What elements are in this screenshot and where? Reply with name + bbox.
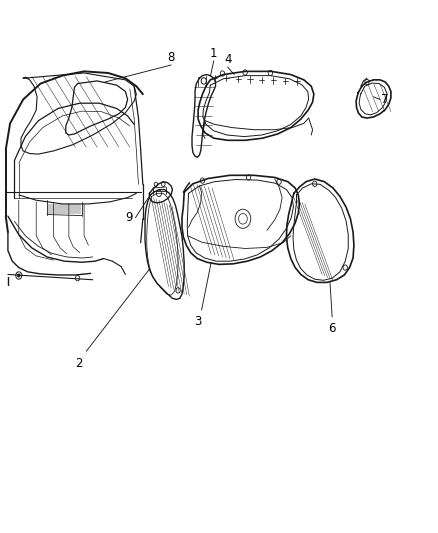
Text: 7: 7 [381,93,389,106]
Text: 6: 6 [328,322,336,335]
Text: 2: 2 [75,357,83,370]
Text: 3: 3 [194,316,202,328]
Text: 1: 1 [210,47,218,60]
Text: 8: 8 [167,51,175,64]
Circle shape [18,274,20,277]
Text: 4: 4 [224,53,231,66]
Text: 9: 9 [125,211,133,224]
